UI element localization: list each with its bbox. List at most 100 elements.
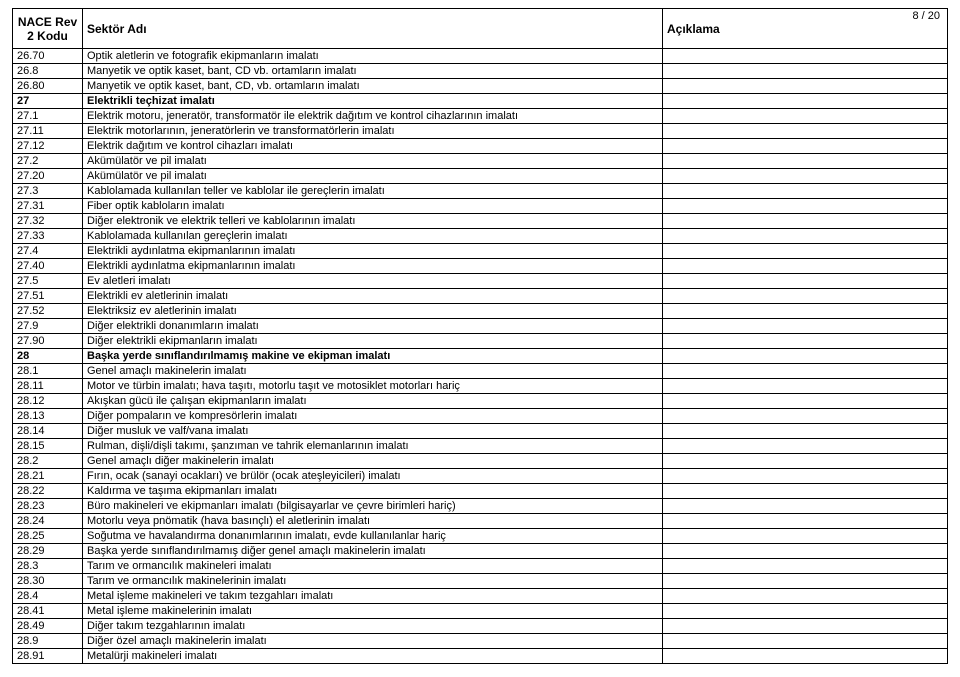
table-row: 28.2Genel amaçlı diğer makinelerin imala… (13, 454, 948, 469)
cell-name: Diğer takım tezgahlarının imalatı (83, 619, 663, 634)
cell-name: Diğer elektronik ve elektrik telleri ve … (83, 214, 663, 229)
cell-code: 28.22 (13, 484, 83, 499)
cell-name: Manyetik ve optik kaset, bant, CD, vb. o… (83, 79, 663, 94)
cell-code: 28.15 (13, 439, 83, 454)
cell-code: 27.40 (13, 259, 83, 274)
cell-desc (663, 424, 948, 439)
table-row: 28.11Motor ve türbin imalatı; hava taşıt… (13, 379, 948, 394)
cell-desc (663, 349, 948, 364)
cell-code: 27.9 (13, 319, 83, 334)
table-row: 27.32Diğer elektronik ve elektrik teller… (13, 214, 948, 229)
cell-desc (663, 229, 948, 244)
cell-desc (663, 214, 948, 229)
cell-name: Motorlu veya pnömatik (hava basınçlı) el… (83, 514, 663, 529)
cell-name: Elektrikli ev aletlerinin imalatı (83, 289, 663, 304)
cell-desc (663, 514, 948, 529)
cell-name: Metalürji makineleri imalatı (83, 649, 663, 664)
cell-desc (663, 289, 948, 304)
cell-desc (663, 484, 948, 499)
cell-code: 28.24 (13, 514, 83, 529)
cell-code: 27.2 (13, 154, 83, 169)
cell-code: 28.12 (13, 394, 83, 409)
header-desc: Açıklama (663, 9, 948, 49)
cell-desc (663, 184, 948, 199)
cell-name: Başka yerde sınıflandırılmamış makine ve… (83, 349, 663, 364)
cell-name: Fırın, ocak (sanayi ocakları) ve brülör … (83, 469, 663, 484)
cell-desc (663, 304, 948, 319)
table-row: 27.40Elektrikli aydınlatma ekipmanlarını… (13, 259, 948, 274)
cell-code: 28.4 (13, 589, 83, 604)
table-row: 28.21Fırın, ocak (sanayi ocakları) ve br… (13, 469, 948, 484)
cell-desc (663, 334, 948, 349)
cell-name: Elektrik dağıtım ve kontrol cihazları im… (83, 139, 663, 154)
header-row: NACE Rev 2 Kodu Sektör Adı Açıklama (13, 9, 948, 49)
table-row: 28.4Metal işleme makineleri ve takım tez… (13, 589, 948, 604)
table-row: 27.20Akümülatör ve pil imalatı (13, 169, 948, 184)
cell-desc (663, 154, 948, 169)
table-row: 27.31Fiber optik kabloların imalatı (13, 199, 948, 214)
cell-desc (663, 259, 948, 274)
cell-desc (663, 469, 948, 484)
cell-desc (663, 109, 948, 124)
cell-name: Genel amaçlı makinelerin imalatı (83, 364, 663, 379)
cell-desc (663, 439, 948, 454)
cell-name: Başka yerde sınıflandırılmamış diğer gen… (83, 544, 663, 559)
cell-code: 28.30 (13, 574, 83, 589)
cell-code: 27.52 (13, 304, 83, 319)
cell-name: Diğer pompaların ve kompresörlerin imala… (83, 409, 663, 424)
table-row: 28.3Tarım ve ormancılık makineleri imala… (13, 559, 948, 574)
cell-code: 28.11 (13, 379, 83, 394)
cell-desc (663, 319, 948, 334)
cell-name: Manyetik ve optik kaset, bant, CD vb. or… (83, 64, 663, 79)
cell-name: Motor ve türbin imalatı; hava taşıtı, mo… (83, 379, 663, 394)
cell-desc (663, 529, 948, 544)
header-name: Sektör Adı (83, 9, 663, 49)
cell-desc (663, 454, 948, 469)
cell-name: Diğer elektrikli ekipmanların imalatı (83, 334, 663, 349)
cell-desc (663, 199, 948, 214)
cell-code: 27.33 (13, 229, 83, 244)
cell-name: Akümülatör ve pil imalatı (83, 154, 663, 169)
table-row: 28.14Diğer musluk ve valf/vana imalatı (13, 424, 948, 439)
cell-name: Fiber optik kabloların imalatı (83, 199, 663, 214)
table-row: 27.51Elektrikli ev aletlerinin imalatı (13, 289, 948, 304)
cell-desc (663, 619, 948, 634)
cell-code: 26.70 (13, 49, 83, 64)
cell-code: 27.11 (13, 124, 83, 139)
table-row: 28.91Metalürji makineleri imalatı (13, 649, 948, 664)
cell-name: Diğer musluk ve valf/vana imalatı (83, 424, 663, 439)
cell-name: Diğer elektrikli donanımların imalatı (83, 319, 663, 334)
table-row: 28Başka yerde sınıflandırılmamış makine … (13, 349, 948, 364)
cell-code: 26.80 (13, 79, 83, 94)
table-row: 26.8Manyetik ve optik kaset, bant, CD vb… (13, 64, 948, 79)
cell-desc (663, 559, 948, 574)
cell-desc (663, 364, 948, 379)
data-table: NACE Rev 2 Kodu Sektör Adı Açıklama 26.7… (12, 8, 948, 664)
cell-desc (663, 379, 948, 394)
table-row: 28.49Diğer takım tezgahlarının imalatı (13, 619, 948, 634)
cell-code: 27.31 (13, 199, 83, 214)
cell-desc (663, 49, 948, 64)
cell-name: Akışkan gücü ile çalışan ekipmanların im… (83, 394, 663, 409)
cell-code: 28.21 (13, 469, 83, 484)
cell-name: Elektrikli aydınlatma ekipmanlarının ima… (83, 244, 663, 259)
cell-code: 27.51 (13, 289, 83, 304)
table-row: 28.15Rulman, dişli/dişli takımı, şanzıma… (13, 439, 948, 454)
table-row: 27.12Elektrik dağıtım ve kontrol cihazla… (13, 139, 948, 154)
cell-code: 27 (13, 94, 83, 109)
cell-code: 27.3 (13, 184, 83, 199)
table-row: 28.9Diğer özel amaçlı makinelerin imalat… (13, 634, 948, 649)
table-row: 28.30Tarım ve ormancılık makinelerinin i… (13, 574, 948, 589)
table-row: 27.11Elektrik motorlarının, jeneratörler… (13, 124, 948, 139)
cell-code: 28.2 (13, 454, 83, 469)
table-row: 27.4Elektrikli aydınlatma ekipmanlarının… (13, 244, 948, 259)
cell-name: Elektrik motoru, jeneratör, transformatö… (83, 109, 663, 124)
cell-code: 28.14 (13, 424, 83, 439)
table-row: 27Elektrikli teçhizat imalatı (13, 94, 948, 109)
cell-name: Genel amaçlı diğer makinelerin imalatı (83, 454, 663, 469)
table-row: 27.5Ev aletleri imalatı (13, 274, 948, 289)
cell-code: 27.20 (13, 169, 83, 184)
cell-name: Tarım ve ormancılık makineleri imalatı (83, 559, 663, 574)
cell-desc (663, 394, 948, 409)
table-row: 27.33Kablolamada kullanılan gereçlerin i… (13, 229, 948, 244)
